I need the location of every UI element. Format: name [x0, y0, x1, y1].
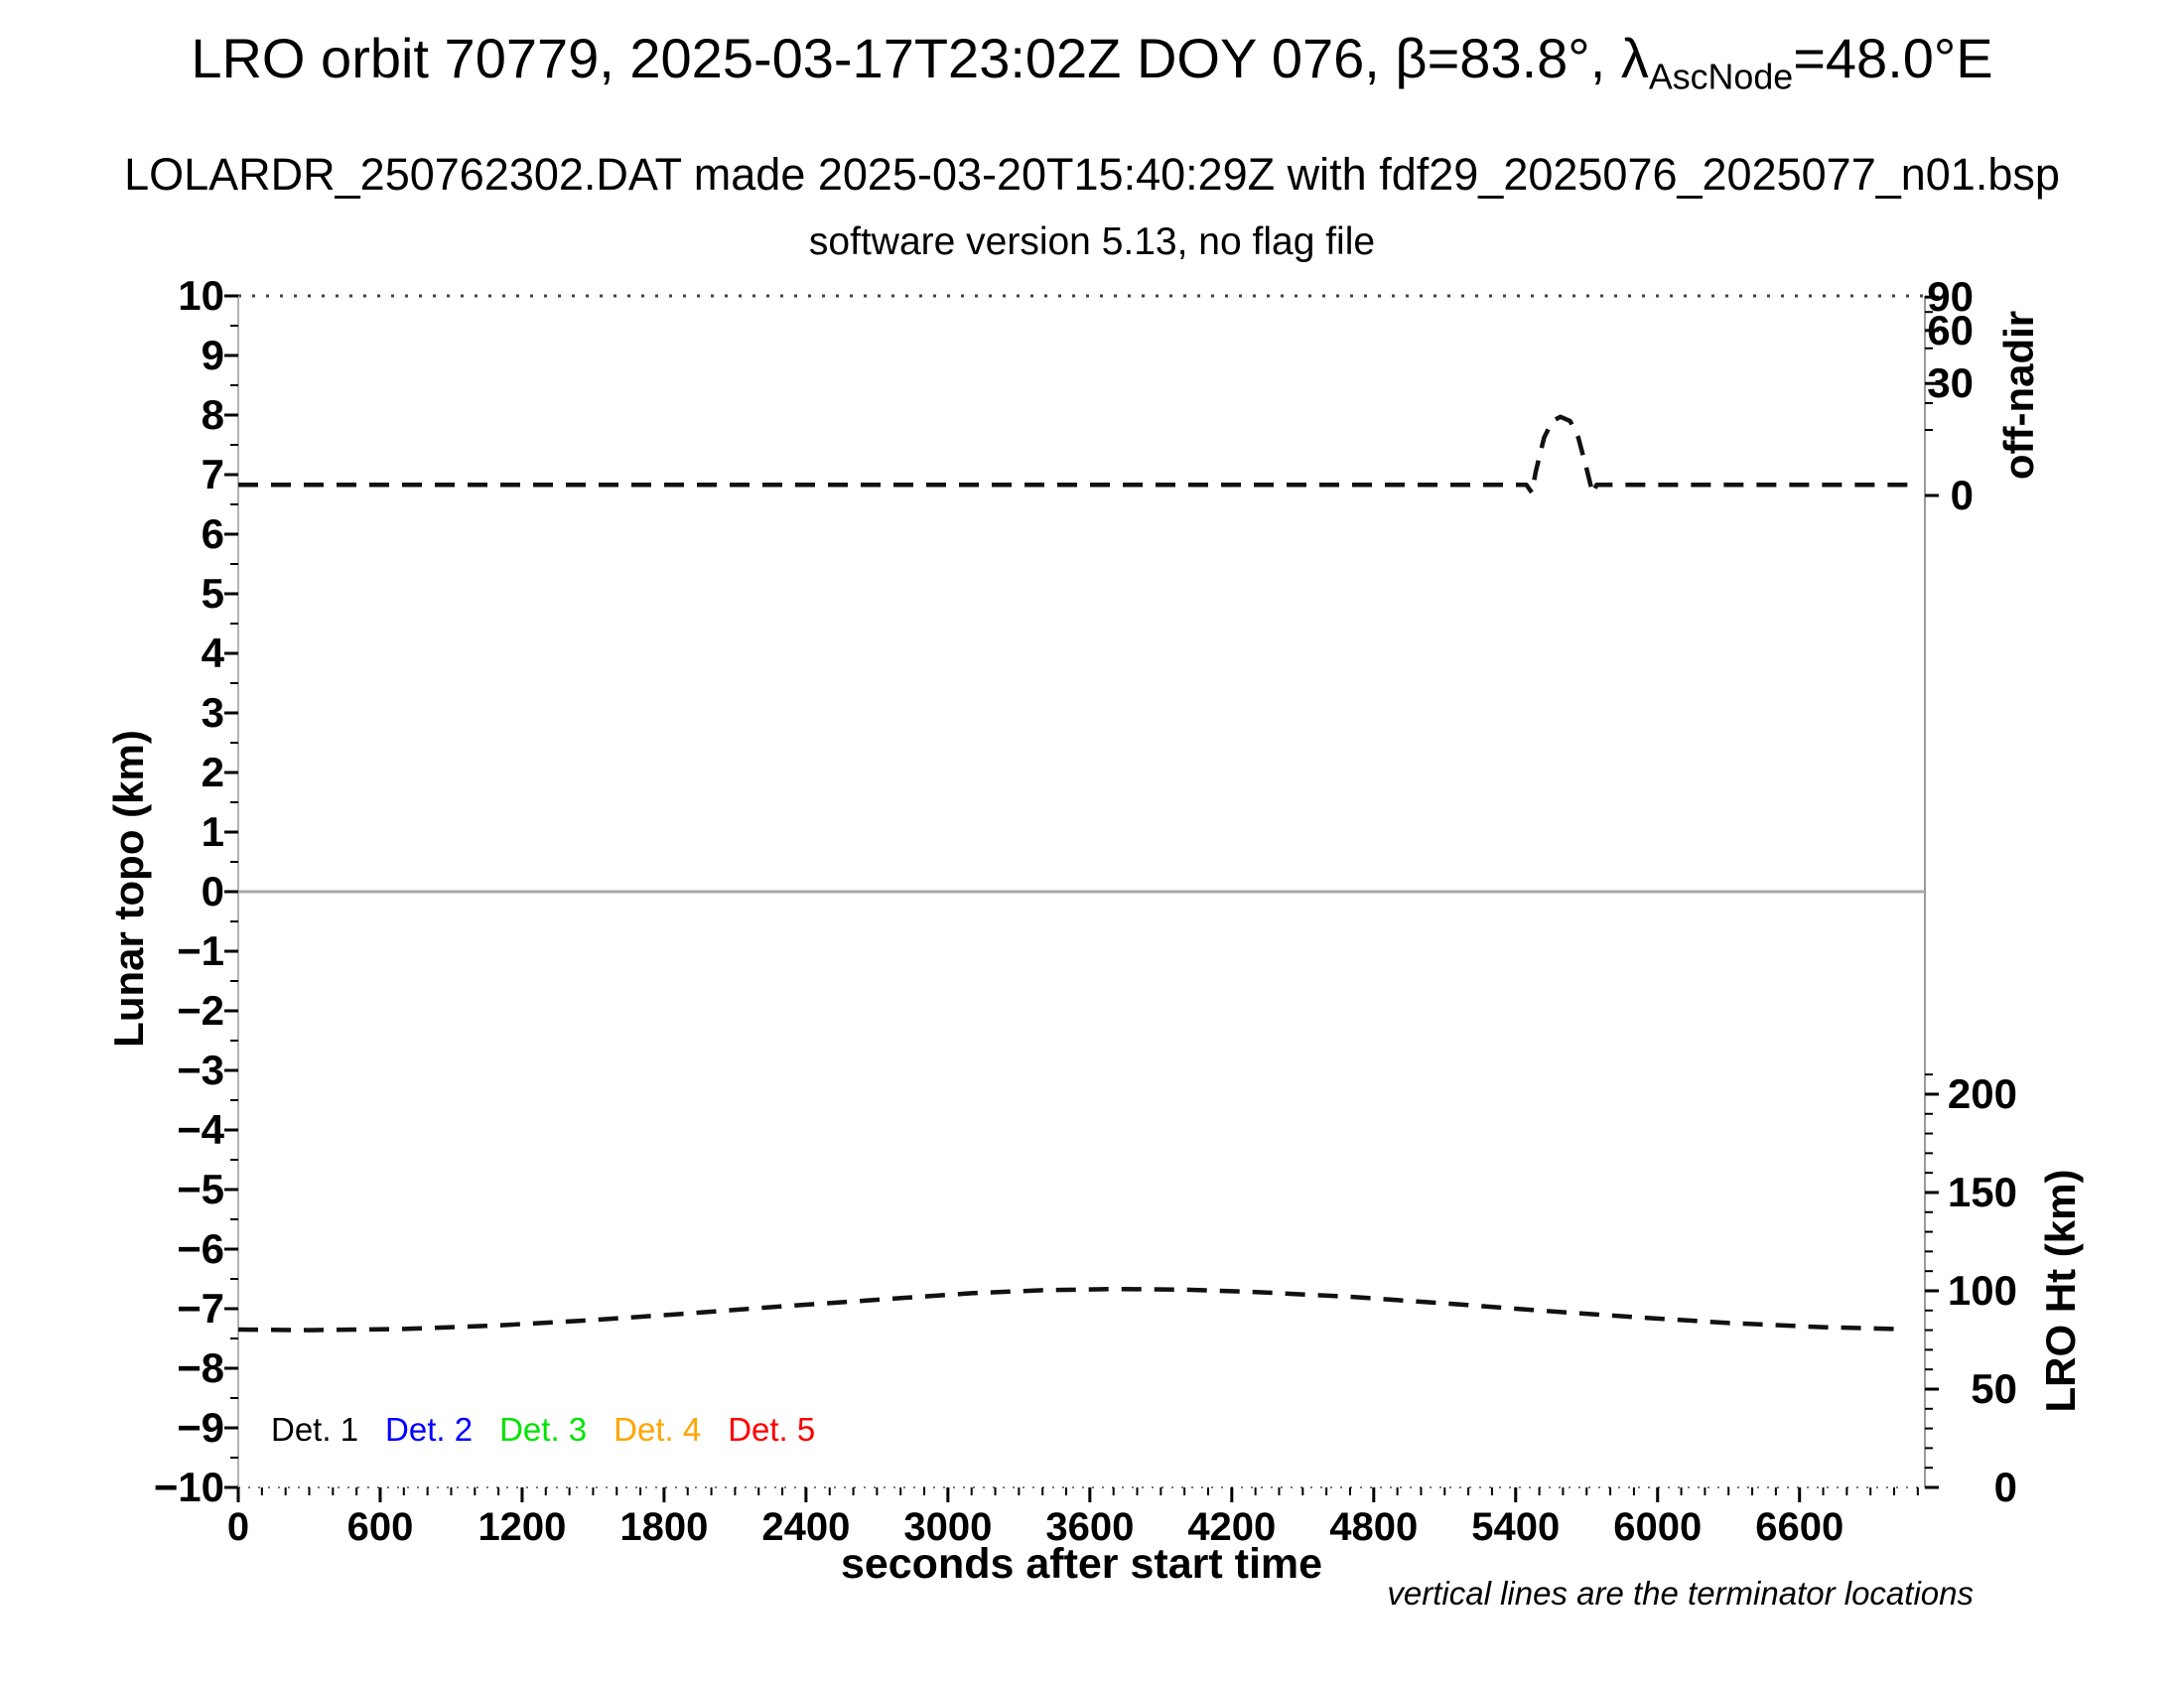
legend-item: Det. 3 [499, 1411, 588, 1448]
x-tick-label: 2400 [761, 1505, 851, 1549]
y-left-tick-label: −6 [177, 1225, 224, 1272]
x-tick-label: 1800 [619, 1505, 709, 1549]
y-left-tick-label: −4 [177, 1106, 224, 1153]
lro-ht-tick-label: 50 [1971, 1364, 2017, 1412]
x-tick-label: 6600 [1755, 1505, 1844, 1549]
legend-item: Det. 2 [385, 1411, 474, 1448]
x-axis-label: seconds after start time [840, 1540, 1323, 1588]
chart-title-subscript: AscNode [1648, 57, 1794, 97]
y-left-tick-label: 9 [201, 332, 224, 378]
lro-ht-tick-label: 150 [1947, 1168, 2017, 1215]
y-left-tick-label: 1 [201, 808, 224, 855]
lro-ht-tick-label: 100 [1947, 1266, 2017, 1314]
off-nadir-tick-label: 90 [1927, 273, 1974, 321]
y-left-tick-label: 7 [201, 451, 224, 497]
y-left-tick-label: −7 [177, 1285, 224, 1332]
off-nadir-tick-label: 30 [1927, 359, 1974, 407]
y-axis-label-lro-ht: LRO Ht (km) [2037, 1169, 2084, 1413]
y-left-tick-label: −1 [177, 927, 224, 974]
y-left-tick-label: −3 [177, 1047, 224, 1093]
terminator-note: vertical lines are the terminator locati… [1387, 1575, 1974, 1612]
y-left-tick-label: −9 [177, 1404, 224, 1451]
y-left-tick-label: 2 [201, 749, 224, 795]
legend-item: Det. 1 [271, 1411, 359, 1448]
y-left-tick-label: 0 [201, 868, 224, 914]
x-tick-label: 4200 [1187, 1505, 1277, 1549]
x-tick-label: 4800 [1329, 1505, 1419, 1549]
x-tick-label: 6000 [1613, 1505, 1703, 1549]
y-left-tick-label: −2 [177, 987, 224, 1034]
legend-item: Det. 4 [614, 1411, 702, 1448]
y-left-tick-label: 3 [201, 689, 224, 736]
x-tick-label: 1200 [478, 1505, 567, 1549]
y-left-tick-label: −8 [177, 1344, 224, 1391]
lro-ht-tick-label: 0 [1993, 1464, 2017, 1510]
lro-ht-tick-label: 200 [1947, 1069, 2017, 1117]
x-tick-label: 600 [346, 1505, 414, 1549]
off-nadir-tick-label: 60 [1927, 306, 1974, 353]
legend-item: Det. 5 [728, 1411, 816, 1448]
off-nadir-tick-label: 0 [1950, 472, 1974, 518]
x-tick-label: 3600 [1045, 1505, 1135, 1549]
y-left-tick-label: 5 [201, 570, 224, 617]
chart-title-text: LRO orbit 70779, 2025-03-17T23:02Z DOY 0… [191, 27, 1649, 89]
chart-title-text-2: =48.0°E [1793, 27, 1993, 89]
x-tick-label: 5400 [1471, 1505, 1561, 1549]
y-left-tick-label: 4 [201, 630, 224, 676]
x-tick-label: 3000 [903, 1505, 993, 1549]
y-left-tick-label: −10 [153, 1464, 224, 1510]
legend: Det. 1 Det. 2 Det. 3 Det. 4 Det. 5 [271, 1411, 815, 1449]
x-tick-label: 0 [226, 1505, 250, 1549]
y-left-tick-label: 8 [201, 391, 224, 438]
y-left-tick-label: −5 [177, 1166, 224, 1212]
y-left-tick-label: 6 [201, 510, 224, 557]
lro-height-curve [237, 1286, 1895, 1333]
y-left-tick-label: 10 [178, 272, 224, 319]
chart-title: LRO orbit 70779, 2025-03-17T23:02Z DOY 0… [0, 26, 2184, 97]
chart-subtitle: LOLARDR_250762302.DAT made 2025-03-20T15… [124, 149, 2060, 200]
y-axis-label-off-nadir: off-nadir [1995, 310, 2042, 481]
chart-subtitle-version: software version 5.13, no flag file [808, 220, 1376, 263]
off-nadir-angle-curve [238, 414, 1921, 496]
